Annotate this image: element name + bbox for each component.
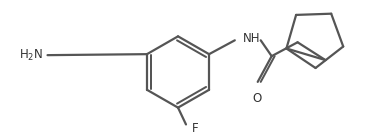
Text: NH: NH <box>243 32 260 45</box>
Text: H$_2$N: H$_2$N <box>19 48 44 63</box>
Text: O: O <box>252 92 261 105</box>
Text: F: F <box>192 122 199 135</box>
